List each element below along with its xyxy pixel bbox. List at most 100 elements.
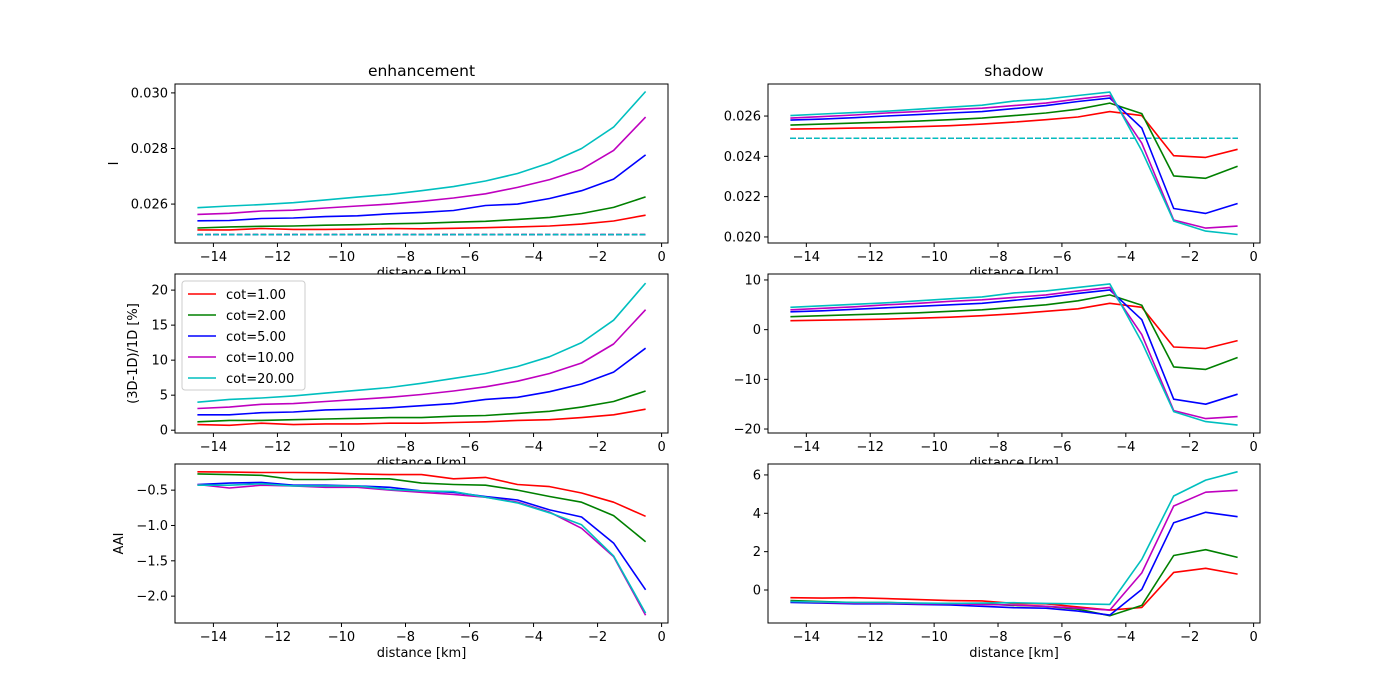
y-tick-label: −10: [734, 373, 761, 388]
x-tick-label: 0: [657, 250, 665, 265]
x-tick-label: −2: [588, 440, 607, 455]
series-line-cot-1-00: [790, 110, 1238, 159]
legend-label: cot=1.00: [226, 288, 286, 303]
x-tick-label: −8: [396, 630, 415, 645]
series-line-cot-20-00: [790, 470, 1238, 606]
series-line-cot-5-00: [197, 347, 647, 416]
x-tick-label: −14: [793, 440, 820, 455]
legend-frame: [181, 280, 306, 391]
series-line-cot-5-00: [790, 97, 1238, 215]
x-tick-label: 0: [657, 630, 665, 645]
y-tick-label: 0: [753, 584, 761, 599]
x-tick-label: −6: [1052, 250, 1071, 265]
plot-area: [197, 282, 647, 427]
legend-label: cot=20.00: [226, 372, 294, 387]
x-tick-label: −2: [588, 250, 607, 265]
legend: cot=1.00 cot=2.00 cot=5.00 cot=10.00 cot=20.…: [181, 280, 306, 391]
series-line-cot-20-00: [790, 283, 1238, 426]
y-tick-label: 20: [151, 284, 168, 299]
axes-frame: [174, 273, 669, 434]
x-tick-label: −10: [920, 250, 947, 265]
panel-shadow-aai: −14 −12 −10 −8 −6 −4 −2 0 0 2 4 6 distance [km]: [753, 463, 1261, 661]
plot-area: [197, 90, 647, 236]
y-axis-label: (3D-1D)/1D [%]: [126, 303, 141, 404]
x-tick-label: −8: [988, 630, 1007, 645]
series-line-cot-1-00: [790, 302, 1238, 350]
x-tick-label: 0: [1249, 440, 1257, 455]
x-axis-label: distance [km]: [969, 646, 1059, 661]
series-line-cot-2-00: [790, 294, 1238, 371]
x-tick-label: −6: [460, 440, 479, 455]
x-tick-label: −12: [264, 250, 291, 265]
x-tick-label: −8: [988, 440, 1007, 455]
series-line-cot-2-00: [197, 390, 646, 423]
plot-area: [790, 283, 1238, 426]
x-tick-label: −12: [264, 630, 291, 645]
series-line-cot-10-00: [790, 286, 1238, 420]
series-line-cot-2-00: [197, 196, 646, 229]
legend-label: cot=5.00: [226, 330, 286, 345]
y-tick-label: 0.024: [724, 150, 761, 165]
panel-enhancement-intensity: −14 −12 −10 −8 −6 −4 −2 00.0260.0280.030distanc…: [107, 62, 669, 281]
x-tick-label: 0: [1249, 250, 1257, 265]
x-tick-label: −4: [1116, 250, 1135, 265]
x-tick-label: −12: [857, 250, 884, 265]
x-tick-label: −14: [793, 630, 820, 645]
panel-title: enhancement: [368, 62, 475, 80]
axes-frame: [767, 463, 1261, 624]
x-tick-label: −10: [920, 440, 947, 455]
y-tick-label: 0.026: [131, 198, 168, 213]
x-tick-label: −8: [396, 440, 415, 455]
axes-frame: [767, 83, 1261, 244]
series-line-cot-20-00: [197, 482, 647, 614]
x-tick-label: −2: [1180, 250, 1199, 265]
plot-area: [790, 470, 1238, 617]
x-tick-label: −8: [396, 250, 415, 265]
legend-label: cot=2.00: [226, 309, 286, 324]
panel-shadow-intensity: −14 −12 −10 −8 −6 −4 −2 00.0200.0220.0240.026di…: [724, 62, 1261, 281]
x-tick-label: −12: [857, 440, 884, 455]
y-tick-label: −1.5: [136, 554, 168, 569]
x-tick-label: −14: [793, 250, 820, 265]
series-line-cot-2-00: [790, 102, 1238, 180]
panel-title: shadow: [984, 62, 1044, 80]
x-tick-label: −4: [1116, 630, 1135, 645]
x-tick-label: 0: [1249, 630, 1257, 645]
x-tick-label: −10: [920, 630, 947, 645]
x-tick-label: −4: [1116, 440, 1135, 455]
series-line-cot-10-00: [197, 309, 647, 410]
x-tick-label: −10: [328, 440, 355, 455]
axes-background: [768, 84, 1260, 243]
x-tick-label: −2: [1180, 440, 1199, 455]
panel-enhancement-aai: −14 −12 −10 −8 −6 −4 −2 0 −2.0 −1.5 −1.0 −0.5 distan…: [112, 463, 669, 661]
x-tick-label: −6: [1052, 630, 1071, 645]
series-line-cot-1-00: [197, 471, 646, 518]
y-tick-label: 10: [744, 273, 761, 288]
x-tick-label: −2: [588, 630, 607, 645]
series-line-cot-2-00: [197, 473, 647, 543]
series-line-cot-5-00: [790, 289, 1238, 406]
x-tick-label: −10: [328, 250, 355, 265]
x-axis-label: distance [km]: [377, 646, 467, 661]
y-tick-label: −2.0: [136, 590, 168, 605]
x-tick-label: −14: [200, 440, 227, 455]
series-line-cot-1-00: [197, 408, 646, 427]
x-tick-label: −4: [524, 440, 543, 455]
x-tick-label: −6: [460, 250, 479, 265]
x-tick-label: −14: [200, 250, 227, 265]
x-tick-label: −14: [200, 630, 227, 645]
series-line-cot-10-00: [197, 116, 647, 216]
y-tick-label: 2: [753, 545, 761, 560]
axes-background: [768, 464, 1260, 623]
y-tick-label: 0.026: [724, 110, 761, 125]
y-axis-label: I: [107, 162, 122, 166]
plot-area: [197, 471, 647, 616]
y-tick-label: 0.020: [724, 230, 761, 245]
series-line-cot-5-00: [197, 154, 647, 222]
y-axis-label: AAI: [112, 533, 127, 555]
legend-label: cot=10.00: [226, 351, 294, 366]
x-tick-label: −10: [328, 630, 355, 645]
x-tick-label: −2: [1180, 630, 1199, 645]
